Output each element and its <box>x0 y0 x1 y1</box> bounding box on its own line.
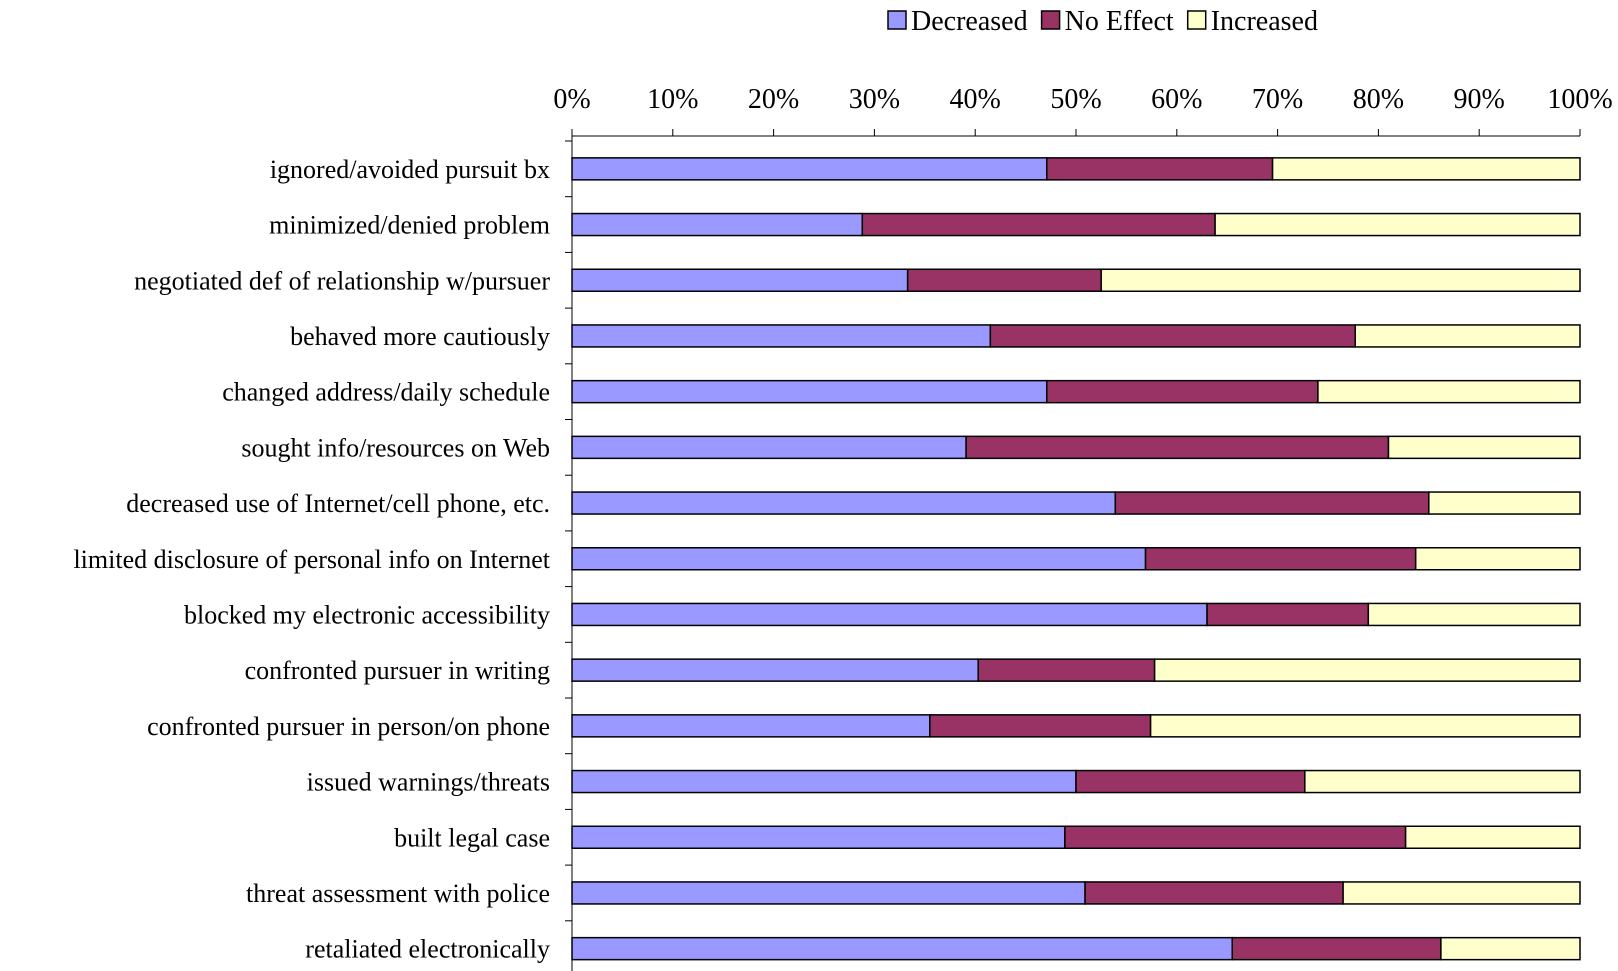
bar-segment-increased <box>1214 212 1581 237</box>
bar-segment-decreased <box>571 881 1086 905</box>
bar-segment-no-effect <box>1064 825 1407 849</box>
bar-segment-decreased <box>571 547 1147 571</box>
bar-segment-decreased <box>571 602 1208 627</box>
legend-label: Decreased <box>911 6 1028 37</box>
bar-segment-increased <box>1317 379 1581 404</box>
bar-segment-increased <box>1100 268 1581 292</box>
x-tick-label: 90% <box>1454 84 1505 115</box>
bar-segment-no-effect <box>989 324 1356 348</box>
x-tick-label: 70% <box>1252 84 1303 115</box>
category-label: behaved more cautiously <box>290 322 550 351</box>
category-label: confronted pursuer in writing <box>245 656 550 685</box>
bar-segment-decreased <box>571 491 1117 515</box>
bar-segment-increased <box>1404 825 1581 849</box>
category-label: retaliated electronically <box>305 935 550 964</box>
x-tick-label: 100% <box>1547 84 1612 115</box>
x-tick-label: 80% <box>1353 84 1404 115</box>
bar-segment-decreased <box>571 769 1077 794</box>
bar-segment-no-effect <box>965 435 1390 460</box>
bar-segment-decreased <box>571 324 992 348</box>
legend-label: Increased <box>1211 6 1318 37</box>
bar-segment-increased <box>1367 602 1581 627</box>
legend-swatch <box>1186 10 1207 30</box>
bar-segment-no-effect <box>1084 881 1344 905</box>
x-tick-label: 20% <box>748 84 799 115</box>
bar-segment-no-effect <box>1206 602 1370 627</box>
category-label: threat assessment with police <box>246 879 550 908</box>
bar-segment-no-effect <box>1114 491 1430 515</box>
bar-segment-decreased <box>571 825 1066 849</box>
bar-segment-increased <box>1304 769 1581 794</box>
bar-segment-decreased <box>571 714 931 738</box>
legend-swatch <box>1040 10 1061 30</box>
category-label: confronted pursuer in person/on phone <box>147 712 550 741</box>
bar-segment-no-effect <box>861 212 1216 237</box>
category-label: decreased use of Internet/cell phone, et… <box>126 489 550 518</box>
bar-segment-decreased <box>571 212 864 237</box>
category-label: blocked my electronic accessibility <box>184 600 550 629</box>
bars <box>571 157 1581 961</box>
bar-segment-no-effect <box>1231 936 1442 961</box>
bar-segment-decreased <box>571 268 909 292</box>
bar-segment-decreased <box>571 379 1048 404</box>
bar-segment-no-effect <box>1046 157 1274 181</box>
axes <box>565 135 1580 971</box>
bar-segment-increased <box>1440 936 1581 961</box>
x-tick-label: 50% <box>1050 84 1101 115</box>
x-axis-ticks: 0% 10% 20% 30% 40% 50% 60% 70% 80% 90% 100% <box>553 84 1613 136</box>
bar-segment-increased <box>1149 714 1581 738</box>
bar-segment-decreased <box>571 658 979 682</box>
x-tick-label: 30% <box>849 84 900 115</box>
x-tick-label: 40% <box>950 84 1001 115</box>
bar-segment-decreased <box>571 936 1233 961</box>
category-label: issued warnings/threats <box>307 768 550 797</box>
bar-segment-no-effect <box>906 268 1102 292</box>
legend-swatch <box>887 10 907 30</box>
category-label: built legal case <box>394 823 550 852</box>
bar-segment-no-effect <box>1075 769 1306 794</box>
bar-segment-increased <box>1153 658 1581 682</box>
bar-segment-increased <box>1414 547 1581 571</box>
bar-segment-decreased <box>571 435 967 460</box>
category-label: changed address/daily schedule <box>222 378 550 407</box>
x-tick-label: 0% <box>553 84 590 115</box>
category-label: minimized/denied problem <box>269 211 550 240</box>
category-label: negotiated def of relationship w/pursuer <box>134 266 550 295</box>
x-tick-label: 60% <box>1151 84 1202 115</box>
bar-segment-increased <box>1387 435 1581 460</box>
category-label: sought info/resources on Web <box>241 433 550 462</box>
category-label: limited disclosure of personal info on I… <box>73 545 550 574</box>
legend-label: No Effect <box>1065 6 1174 37</box>
legend: Decreased No Effect Increased <box>887 6 1318 37</box>
category-label: ignored/avoided pursuit bx <box>270 155 550 184</box>
bar-segment-no-effect <box>1046 379 1319 404</box>
bar-segment-no-effect <box>929 714 1152 738</box>
bar-segment-no-effect <box>1144 547 1417 571</box>
bar-segment-increased <box>1342 881 1581 905</box>
bar-segment-increased <box>1354 324 1581 348</box>
bar-segment-increased <box>1271 157 1581 181</box>
bar-segment-no-effect <box>977 658 1156 682</box>
bar-segment-decreased <box>571 157 1048 181</box>
x-tick-label: 10% <box>647 84 698 115</box>
category-labels: ignored/avoided pursuit bx minimized/deni… <box>73 155 550 964</box>
bar-segment-increased <box>1428 491 1581 515</box>
